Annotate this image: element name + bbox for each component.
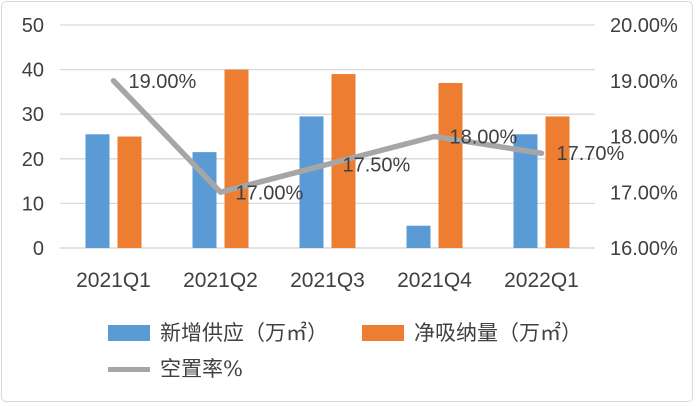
- legend-swatch-vacancy-rate: [108, 366, 150, 372]
- x-axis-category-label: 2021Q1: [76, 269, 151, 292]
- bar-new-supply: [85, 134, 110, 248]
- x-axis-category-label: 2021Q3: [290, 269, 365, 292]
- left-axis-tick-label: 30: [22, 104, 44, 126]
- legend-swatch-new-supply: [108, 325, 150, 341]
- vacancy-rate-line: [110, 78, 545, 195]
- right-axis-tick-label: 20.00%: [610, 15, 678, 37]
- line-data-label: 17.50%: [343, 154, 411, 176]
- line-data-label: 17.00%: [236, 182, 304, 204]
- right-axis-tick-label: 17.00%: [610, 182, 678, 204]
- x-axis-category-label: 2021Q4: [397, 269, 472, 292]
- left-axis-tick-label: 20: [22, 149, 44, 171]
- legend-label-net-absorption: 净吸纳量（万㎡）: [414, 321, 582, 345]
- right-axis-tick-label: 18.00%: [610, 127, 678, 149]
- bar-net-absorption: [117, 136, 142, 248]
- bar-net-absorption: [545, 116, 570, 249]
- right-axis-tick-label: 19.00%: [610, 71, 678, 93]
- left-axis-tick-label: 50: [22, 15, 44, 37]
- legend-item-net-absorption: 净吸纳量（万㎡）: [362, 320, 582, 346]
- bar-net-absorption: [224, 69, 249, 248]
- left-axis-tick-label: 10: [22, 193, 44, 215]
- legend-item-new-supply: 新增供应（万㎡）: [108, 320, 328, 346]
- left-axis-tick-label: 0: [33, 238, 44, 260]
- right-axis-tick-label: 16.00%: [610, 238, 678, 260]
- bar-net-absorption: [438, 82, 463, 248]
- x-axis-category-label: 2022Q1: [504, 269, 579, 292]
- line-data-label: 19.00%: [129, 71, 197, 93]
- legend-item-vacancy-rate: 空置率%: [108, 356, 243, 382]
- legend-swatch-net-absorption: [362, 325, 404, 341]
- left-axis-tick-label: 40: [22, 60, 44, 82]
- x-axis-category-label: 2021Q2: [183, 269, 258, 292]
- bar-new-supply: [299, 116, 324, 249]
- legend-label-vacancy-rate: 空置率%: [160, 357, 243, 381]
- line-data-label: 18.00%: [450, 127, 518, 149]
- legend-label-new-supply: 新增供应（万㎡）: [160, 321, 328, 345]
- line-data-label: 17.70%: [557, 143, 625, 165]
- bar-new-supply: [406, 225, 431, 248]
